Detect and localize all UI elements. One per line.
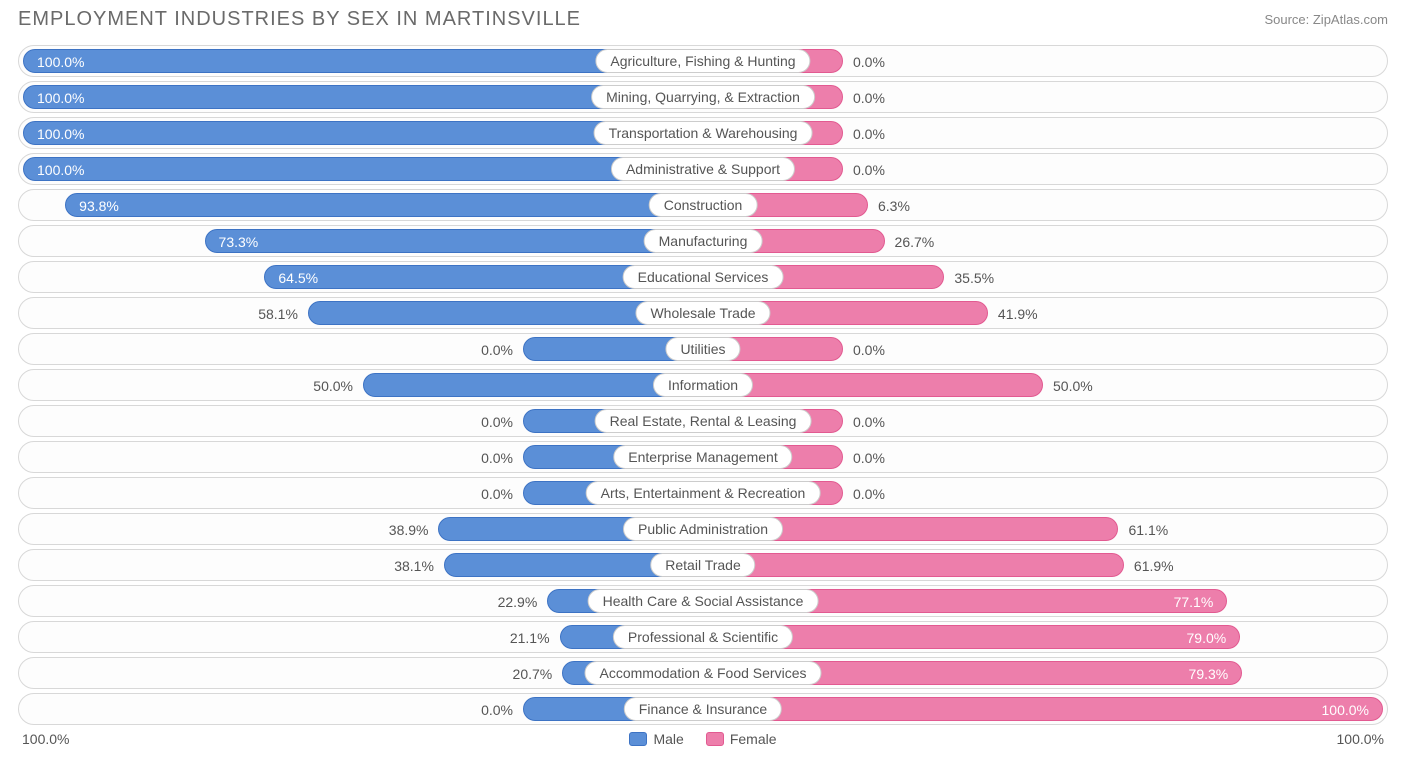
male-bar: [205, 229, 703, 253]
category-label: Accommodation & Food Services: [585, 661, 822, 685]
male-bar: [23, 157, 703, 181]
bar-row: 64.5% 35.5% Educational Services: [18, 261, 1388, 293]
male-value: 73.3%: [219, 226, 259, 257]
male-value: 38.1%: [394, 550, 434, 581]
male-value: 0.0%: [481, 406, 513, 437]
bar-row: 100.0% 0.0% Transportation & Warehousing: [18, 117, 1388, 149]
female-value: 50.0%: [1053, 370, 1093, 401]
male-value: 20.7%: [513, 658, 553, 689]
source-label: Source: ZipAtlas.com: [1264, 12, 1388, 27]
male-value: 0.0%: [481, 694, 513, 725]
bar-row: 0.0% 0.0% Enterprise Management: [18, 441, 1388, 473]
female-value: 61.1%: [1128, 514, 1168, 545]
bar-row: 58.1% 41.9% Wholesale Trade: [18, 297, 1388, 329]
female-value: 26.7%: [895, 226, 935, 257]
male-value: 22.9%: [498, 586, 538, 617]
bar-row: 20.7% 79.3% Accommodation & Food Services: [18, 657, 1388, 689]
category-label: Public Administration: [623, 517, 783, 541]
male-value: 100.0%: [37, 118, 84, 149]
female-value: 0.0%: [853, 154, 885, 185]
category-label: Construction: [649, 193, 758, 217]
male-swatch: [629, 732, 647, 746]
female-value: 0.0%: [853, 46, 885, 77]
female-bar: [703, 553, 1124, 577]
bar-row: 50.0% 50.0% Information: [18, 369, 1388, 401]
female-value: 0.0%: [853, 478, 885, 509]
category-label: Mining, Quarrying, & Extraction: [591, 85, 815, 109]
male-value: 100.0%: [37, 82, 84, 113]
category-label: Real Estate, Rental & Leasing: [595, 409, 812, 433]
female-value: 0.0%: [853, 406, 885, 437]
male-value: 58.1%: [258, 298, 298, 329]
category-label: Wholesale Trade: [635, 301, 770, 325]
bar-row: 22.9% 77.1% Health Care & Social Assistanc…: [18, 585, 1388, 617]
bar-row: 38.1% 61.9% Retail Trade: [18, 549, 1388, 581]
bar-row: 100.0% 0.0% Administrative & Support: [18, 153, 1388, 185]
axis-right: 100.0%: [1337, 731, 1384, 747]
bar-row: 21.1% 79.0% Professional & Scientific: [18, 621, 1388, 653]
male-value: 93.8%: [79, 190, 119, 221]
category-label: Retail Trade: [650, 553, 755, 577]
female-value: 100.0%: [1322, 694, 1369, 725]
female-value: 0.0%: [853, 118, 885, 149]
category-label: Manufacturing: [644, 229, 763, 253]
header: EMPLOYMENT INDUSTRIES BY SEX IN MARTINSV…: [14, 8, 1392, 31]
female-value: 79.3%: [1189, 658, 1229, 689]
category-label: Information: [653, 373, 753, 397]
female-value: 0.0%: [853, 334, 885, 365]
male-bar: [65, 193, 703, 217]
female-value: 61.9%: [1134, 550, 1174, 581]
bar-row: 73.3% 26.7% Manufacturing: [18, 225, 1388, 257]
female-value: 35.5%: [954, 262, 994, 293]
category-label: Administrative & Support: [611, 157, 795, 181]
female-value: 6.3%: [878, 190, 910, 221]
female-bar: [703, 373, 1043, 397]
male-value: 0.0%: [481, 334, 513, 365]
chart-area: 100.0% 0.0% Agriculture, Fishing & Hunting…: [14, 45, 1392, 725]
category-label: Health Care & Social Assistance: [588, 589, 819, 613]
bar-row: 0.0% 0.0% Arts, Entertainment & Recreation: [18, 477, 1388, 509]
legend: Male Female: [629, 731, 776, 747]
female-bar: [703, 697, 1383, 721]
category-label: Arts, Entertainment & Recreation: [586, 481, 821, 505]
female-value: 0.0%: [853, 442, 885, 473]
bar-row: 38.9% 61.1% Public Administration: [18, 513, 1388, 545]
category-label: Professional & Scientific: [613, 625, 793, 649]
male-value: 100.0%: [37, 46, 84, 77]
bar-row: 100.0% 0.0% Agriculture, Fishing & Hunting: [18, 45, 1388, 77]
category-label: Finance & Insurance: [624, 697, 782, 721]
bar-row: 100.0% 0.0% Mining, Quarrying, & Extractio…: [18, 81, 1388, 113]
legend-female: Female: [706, 731, 777, 747]
bar-row: 0.0% 100.0% Finance & Insurance: [18, 693, 1388, 725]
axis-row: 100.0% Male Female 100.0%: [14, 731, 1392, 747]
legend-male-label: Male: [653, 731, 683, 747]
chart-title: EMPLOYMENT INDUSTRIES BY SEX IN MARTINSV…: [18, 8, 581, 31]
category-label: Transportation & Warehousing: [594, 121, 813, 145]
category-label: Agriculture, Fishing & Hunting: [595, 49, 810, 73]
category-label: Enterprise Management: [613, 445, 792, 469]
legend-female-label: Female: [730, 731, 777, 747]
male-value: 21.1%: [510, 622, 550, 653]
female-swatch: [706, 732, 724, 746]
female-value: 77.1%: [1174, 586, 1214, 617]
bar-row: 93.8% 6.3% Construction: [18, 189, 1388, 221]
male-value: 0.0%: [481, 442, 513, 473]
female-value: 79.0%: [1186, 622, 1226, 653]
male-value: 64.5%: [278, 262, 318, 293]
male-value: 0.0%: [481, 478, 513, 509]
male-value: 100.0%: [37, 154, 84, 185]
axis-left: 100.0%: [22, 731, 69, 747]
bar-row: 0.0% 0.0% Utilities: [18, 333, 1388, 365]
legend-male: Male: [629, 731, 683, 747]
male-value: 50.0%: [313, 370, 353, 401]
bar-row: 0.0% 0.0% Real Estate, Rental & Leasing: [18, 405, 1388, 437]
female-value: 41.9%: [998, 298, 1038, 329]
male-value: 38.9%: [389, 514, 429, 545]
female-value: 0.0%: [853, 82, 885, 113]
category-label: Educational Services: [623, 265, 784, 289]
category-label: Utilities: [665, 337, 740, 361]
